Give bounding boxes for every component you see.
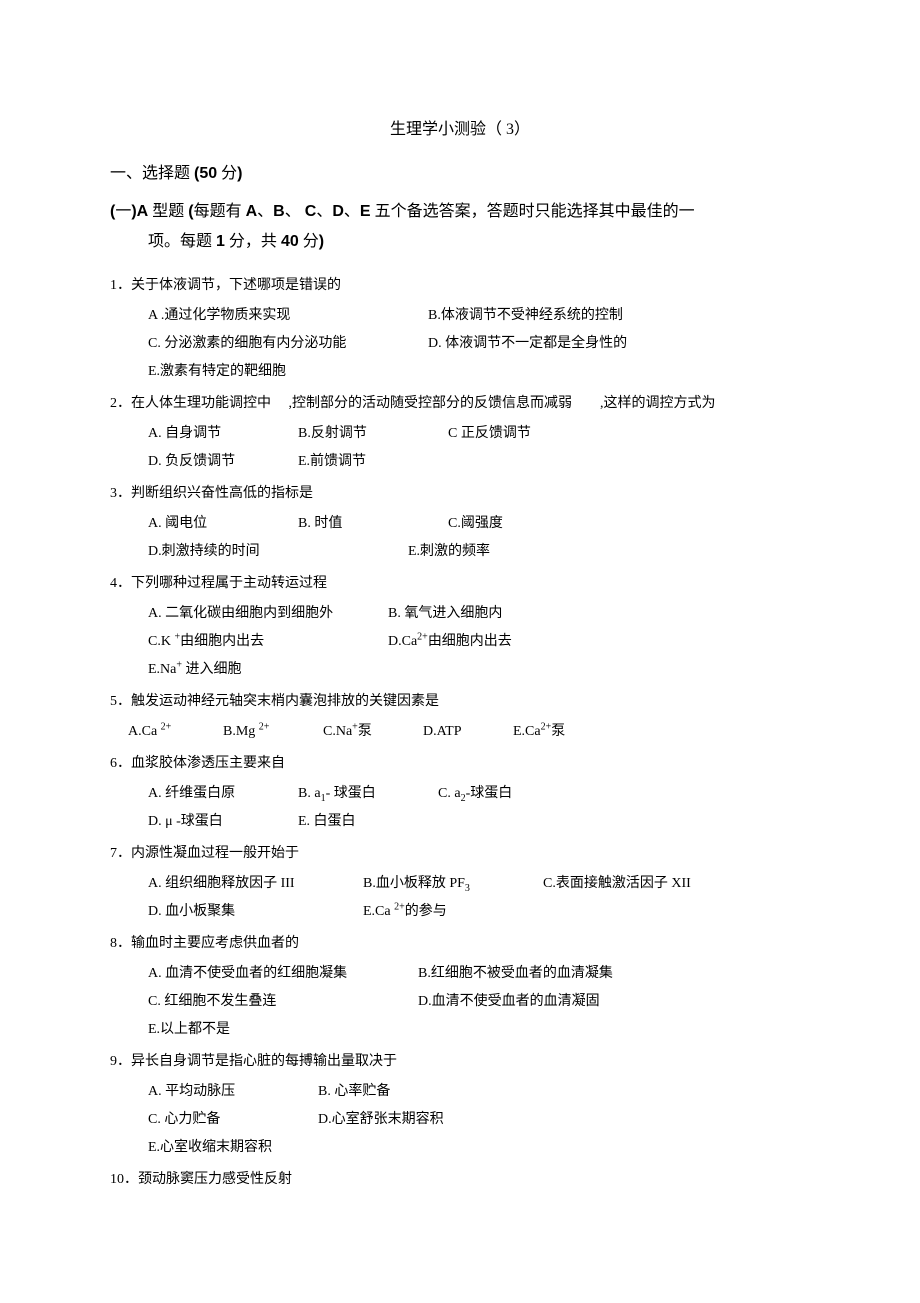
option: C.Na+泵 [323,718,423,746]
option: D. 负反馈调节 [148,448,298,476]
option: E.刺激的频率 [408,538,558,566]
option: D. 血小板聚集 [148,898,363,926]
option: C 正反馈调节 [448,420,598,448]
question: 1．关于体液调节，下述哪项是错误的A .通过化学物质来实现B.体液调节不受神经系… [110,272,810,386]
question-stem: 6．血浆胶体渗透压主要来自 [110,750,810,778]
option: C.K +由细胞内出去 [148,628,388,656]
option: D. 体液调节不一定都是全身性的 [428,330,708,358]
option: C. 红细胞不发生叠连 [148,988,418,1016]
option: A. 血清不使受血者的红细胞凝集 [148,960,418,988]
option: A .通过化学物质来实现 [148,302,428,330]
option: B. 心率贮备 [318,1078,488,1106]
questions-container: 1．关于体液调节，下述哪项是错误的A .通过化学物质来实现B.体液调节不受神经系… [110,272,810,1194]
question: 4．下列哪种过程属于主动转运过程A. 二氧化碳由细胞内到细胞外B. 氧气进入细胞… [110,570,810,684]
option: D.血清不使受血者的血清凝固 [418,988,688,1016]
option: D.Ca2+由细胞内出去 [388,628,588,656]
option: A. 平均动脉压 [148,1078,318,1106]
option-row: C. 心力贮备D.心室舒张末期容积 [110,1106,810,1134]
question-stem: 2．在人体生理功能调控中 ,控制部分的活动随受控部分的反馈信息而减弱 ,这样的调… [110,390,810,418]
option: B. 时值 [298,510,448,538]
option: D. μ -球蛋白 [148,808,298,836]
question-stem: 10．颈动脉窦压力感受性反射 [110,1166,810,1194]
option: C. 分泌激素的细胞有内分泌功能 [148,330,428,358]
option: C. 心力贮备 [148,1106,318,1134]
option-row: A. 组织细胞释放因子 IIIB.血小板释放 PF3C.表面接触激活因子 XII [110,870,810,898]
option: B. a1- 球蛋白 [298,780,438,808]
option-row: D.刺激持续的时间E.刺激的频率 [110,538,810,566]
option: B. 氧气进入细胞内 [388,600,588,628]
option-row: D. μ -球蛋白E. 白蛋白 [110,808,810,836]
exam-page: 生理学小测验（ 3） 一、选择题 (50 分) (一)A 型题 (每题有 A、B… [0,0,920,1258]
option: A. 二氧化碳由细胞内到细胞外 [148,600,388,628]
option: E. 白蛋白 [298,808,438,836]
option-row: A. 阈电位B. 时值C.阈强度 [110,510,810,538]
option: B.反射调节 [298,420,448,448]
option: B.体液调节不受神经系统的控制 [428,302,708,330]
option: D.刺激持续的时间 [148,538,408,566]
option: C.阈强度 [448,510,598,538]
option: C. a2-球蛋白 [438,780,578,808]
option-row: A .通过化学物质来实现B.体液调节不受神经系统的控制 [110,302,810,330]
option-row: A. 纤维蛋白原B. a1- 球蛋白C. a2-球蛋白 [110,780,810,808]
option: A.Ca 2+ [128,718,223,746]
option-row: D. 血小板聚集E.Ca 2+的参与 [110,898,810,926]
option-row: E.Na+ 进入细胞 [110,656,810,684]
option: D.心室舒张末期容积 [318,1106,488,1134]
option-row: A. 自身调节B.反射调节C 正反馈调节 [110,420,810,448]
section1-label: 一、选择题 (50 分) [110,165,242,182]
section-header: 一、选择题 (50 分) [110,159,810,183]
option-row: E.心室收缩末期容积 [110,1134,810,1162]
option-row: E.激素有特定的靶细胞 [110,358,810,386]
subtype-header: (一)A 型题 (每题有 A、B、 C、D、E 五个备选答案，答题时只能选择其中… [110,197,810,258]
option-row: A. 血清不使受血者的红细胞凝集B.红细胞不被受血者的血清凝集 [110,960,810,988]
question-stem: 1．关于体液调节，下述哪项是错误的 [110,272,810,300]
question: 10．颈动脉窦压力感受性反射 [110,1166,810,1194]
option-row: A. 平均动脉压B. 心率贮备 [110,1078,810,1106]
option-row: A.Ca 2+B.Mg 2+C.Na+泵D.ATPE.Ca2+泵 [110,718,810,746]
option: E.Ca2+泵 [513,718,613,746]
option-row: D. 负反馈调节E.前馈调节 [110,448,810,476]
option: A. 阈电位 [148,510,298,538]
option: D.ATP [423,718,513,746]
question-stem: 4．下列哪种过程属于主动转运过程 [110,570,810,598]
option: B.Mg 2+ [223,718,323,746]
question-stem: 9．异长自身调节是指心脏的每搏输出量取决于 [110,1048,810,1076]
option-row: A. 二氧化碳由细胞内到细胞外B. 氧气进入细胞内 [110,600,810,628]
option: B.血小板释放 PF3 [363,870,543,898]
option: E.前馈调节 [298,448,448,476]
option: E.激素有特定的靶细胞 [148,358,428,386]
option: C.表面接触激活因子 XII [543,870,763,898]
question-stem: 8．输血时主要应考虑供血者的 [110,930,810,958]
question: 8．输血时主要应考虑供血者的A. 血清不使受血者的红细胞凝集B.红细胞不被受血者… [110,930,810,1044]
option: E.Ca 2+的参与 [363,898,543,926]
option-row: C.K +由细胞内出去D.Ca2+由细胞内出去 [110,628,810,656]
page-title: 生理学小测验（ 3） [110,115,810,139]
question: 7．内源性凝血过程一般开始于A. 组织细胞释放因子 IIIB.血小板释放 PF3… [110,840,810,926]
option: A. 自身调节 [148,420,298,448]
option: E.以上都不是 [148,1016,418,1044]
question-stem: 5．触发运动神经元轴突末梢内囊泡排放的关键因素是 [110,688,810,716]
option: A. 组织细胞释放因子 III [148,870,363,898]
question-stem: 3．判断组织兴奋性高低的指标是 [110,480,810,508]
option: E.心室收缩末期容积 [148,1134,318,1162]
question: 2．在人体生理功能调控中 ,控制部分的活动随受控部分的反馈信息而减弱 ,这样的调… [110,390,810,476]
question: 9．异长自身调节是指心脏的每搏输出量取决于A. 平均动脉压B. 心率贮备C. 心… [110,1048,810,1162]
question: 5．触发运动神经元轴突末梢内囊泡排放的关键因素是A.Ca 2+B.Mg 2+C.… [110,688,810,746]
option: E.Na+ 进入细胞 [148,656,388,684]
question: 3．判断组织兴奋性高低的指标是A. 阈电位B. 时值C.阈强度D.刺激持续的时间… [110,480,810,566]
question: 6．血浆胶体渗透压主要来自A. 纤维蛋白原B. a1- 球蛋白C. a2-球蛋白… [110,750,810,836]
option-row: C. 分泌激素的细胞有内分泌功能D. 体液调节不一定都是全身性的 [110,330,810,358]
option-row: C. 红细胞不发生叠连D.血清不使受血者的血清凝固 [110,988,810,1016]
option: B.红细胞不被受血者的血清凝集 [418,960,688,988]
option: A. 纤维蛋白原 [148,780,298,808]
question-stem: 7．内源性凝血过程一般开始于 [110,840,810,868]
option-row: E.以上都不是 [110,1016,810,1044]
